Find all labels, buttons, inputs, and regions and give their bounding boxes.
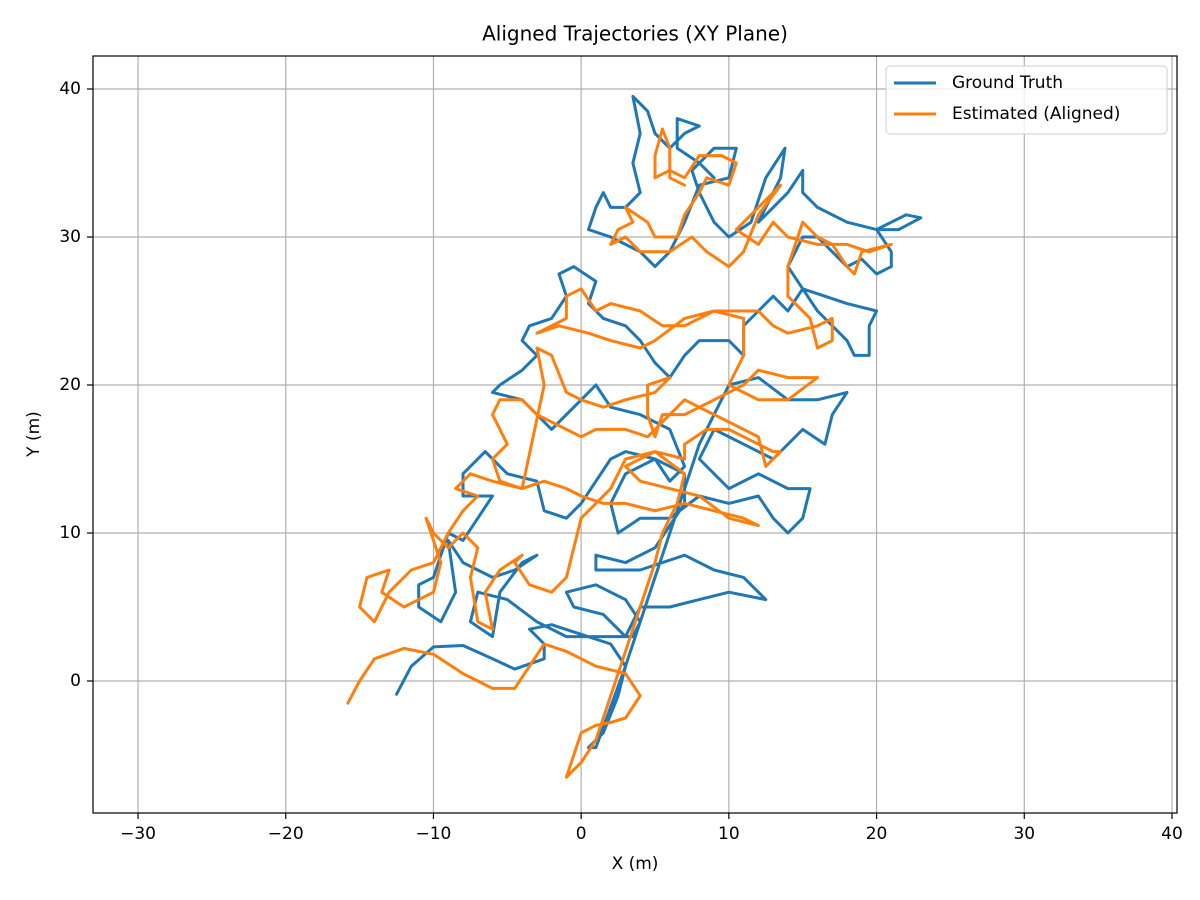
legend-label: Ground Truth	[952, 73, 1063, 93]
y-tick-label: 40	[59, 79, 81, 99]
chart-title: Aligned Trajectories (XY Plane)	[482, 22, 788, 46]
x-tick-label: −20	[268, 824, 304, 844]
y-tick-label: 10	[59, 523, 81, 543]
x-tick-label: −30	[120, 824, 156, 844]
x-tick-label: 10	[718, 824, 740, 844]
y-tick-label: 0	[70, 671, 81, 691]
trajectory-line	[346, 127, 893, 779]
x-tick-label: −10	[416, 824, 452, 844]
legend: Ground Truth Estimated (Aligned)	[885, 65, 1168, 135]
x-tick-label: 0	[576, 824, 587, 844]
x-tick-label: 40	[1161, 824, 1183, 844]
legend-label: Estimated (Aligned)	[952, 104, 1120, 124]
legend-box	[885, 65, 1168, 135]
y-tick-label: 20	[59, 375, 81, 395]
x-tick-label: 20	[866, 824, 888, 844]
plot-frame	[92, 55, 1178, 814]
y-axis-label: Y (m)	[24, 411, 44, 458]
x-tick-label: 30	[1013, 824, 1035, 844]
y-tick-label: 30	[59, 227, 81, 247]
x-axis-label: X (m)	[612, 854, 659, 874]
